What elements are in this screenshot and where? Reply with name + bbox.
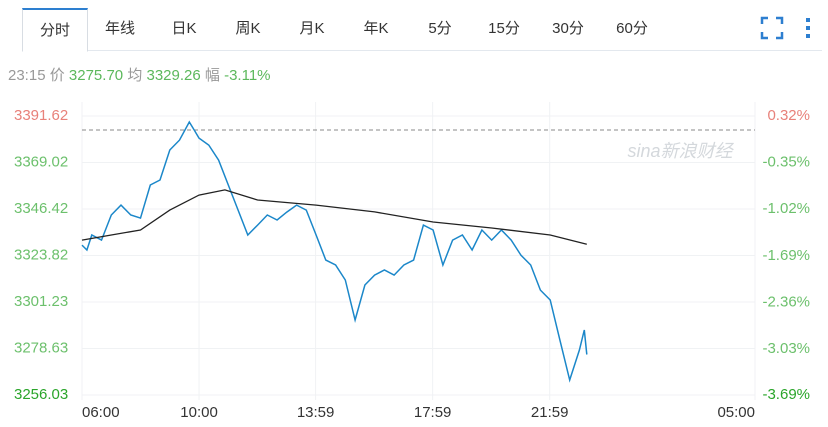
tab[interactable]: 分时 <box>22 8 88 52</box>
tab[interactable]: 60分 <box>616 20 648 37</box>
more-icon[interactable] <box>806 18 810 38</box>
y-tick-label: 3278.63 <box>14 339 68 356</box>
y2-tick-label: -3.03% <box>762 340 810 357</box>
y-tick-label: 3256.03 <box>14 386 68 403</box>
change: -3.11% <box>224 67 271 84</box>
tab[interactable]: 5分 <box>428 20 452 37</box>
tab[interactable]: 年K <box>363 20 389 37</box>
series-line <box>81 120 588 383</box>
y2-tick-label: -1.69% <box>762 247 810 264</box>
x-tick-label: 10:00 <box>180 404 218 421</box>
x-tick-label: 17:59 <box>414 404 452 421</box>
y2-tick-label: -0.35% <box>762 154 810 171</box>
y-tick-label: 3323.82 <box>14 246 68 263</box>
time: 23:15 <box>8 67 46 84</box>
price-label: 价 <box>49 67 65 84</box>
y-tick-label: 3369.02 <box>14 153 68 170</box>
change-label: 幅 <box>204 67 220 84</box>
avg: 3329.26 <box>146 67 201 84</box>
price: 3275.70 <box>68 67 124 84</box>
y-tick-label: 3391.62 <box>14 107 68 124</box>
x-tick-label: 05:00 <box>717 404 755 421</box>
tab[interactable]: 15分 <box>488 20 520 37</box>
x-tick-label: 06:00 <box>82 404 120 421</box>
tab[interactable]: 年线 <box>104 20 135 37</box>
tab[interactable]: 周K <box>235 20 261 37</box>
x-tick-label: 13:59 <box>297 404 335 421</box>
tab[interactable]: 日K <box>171 20 197 37</box>
x-tick-label: 21:59 <box>531 404 569 421</box>
y2-tick-label: -1.02% <box>762 200 810 217</box>
watermark: sina新浪财经 <box>627 141 734 161</box>
tab[interactable]: 月K <box>299 20 325 37</box>
fullscreen-icon[interactable] <box>760 16 784 40</box>
toolbar-icons <box>760 16 810 40</box>
tab-bar: 分时 年线 日K 周K 月K 年K 5分 15分 30分 60分 <box>22 8 822 52</box>
quote-info: 23:15 价 3275.70 均 3329.26 幅 -3.11% <box>8 64 271 85</box>
avg-label: 均 <box>127 67 143 84</box>
y2-tick-label: -2.36% <box>762 293 810 310</box>
y2-tick-label: -3.69% <box>762 386 810 403</box>
y-tick-label: 3346.42 <box>14 200 68 217</box>
series-line <box>81 189 587 245</box>
tab[interactable]: 30分 <box>552 20 584 37</box>
y-tick-label: 3301.23 <box>14 293 68 310</box>
y2-tick-label: 0.32% <box>767 107 810 124</box>
